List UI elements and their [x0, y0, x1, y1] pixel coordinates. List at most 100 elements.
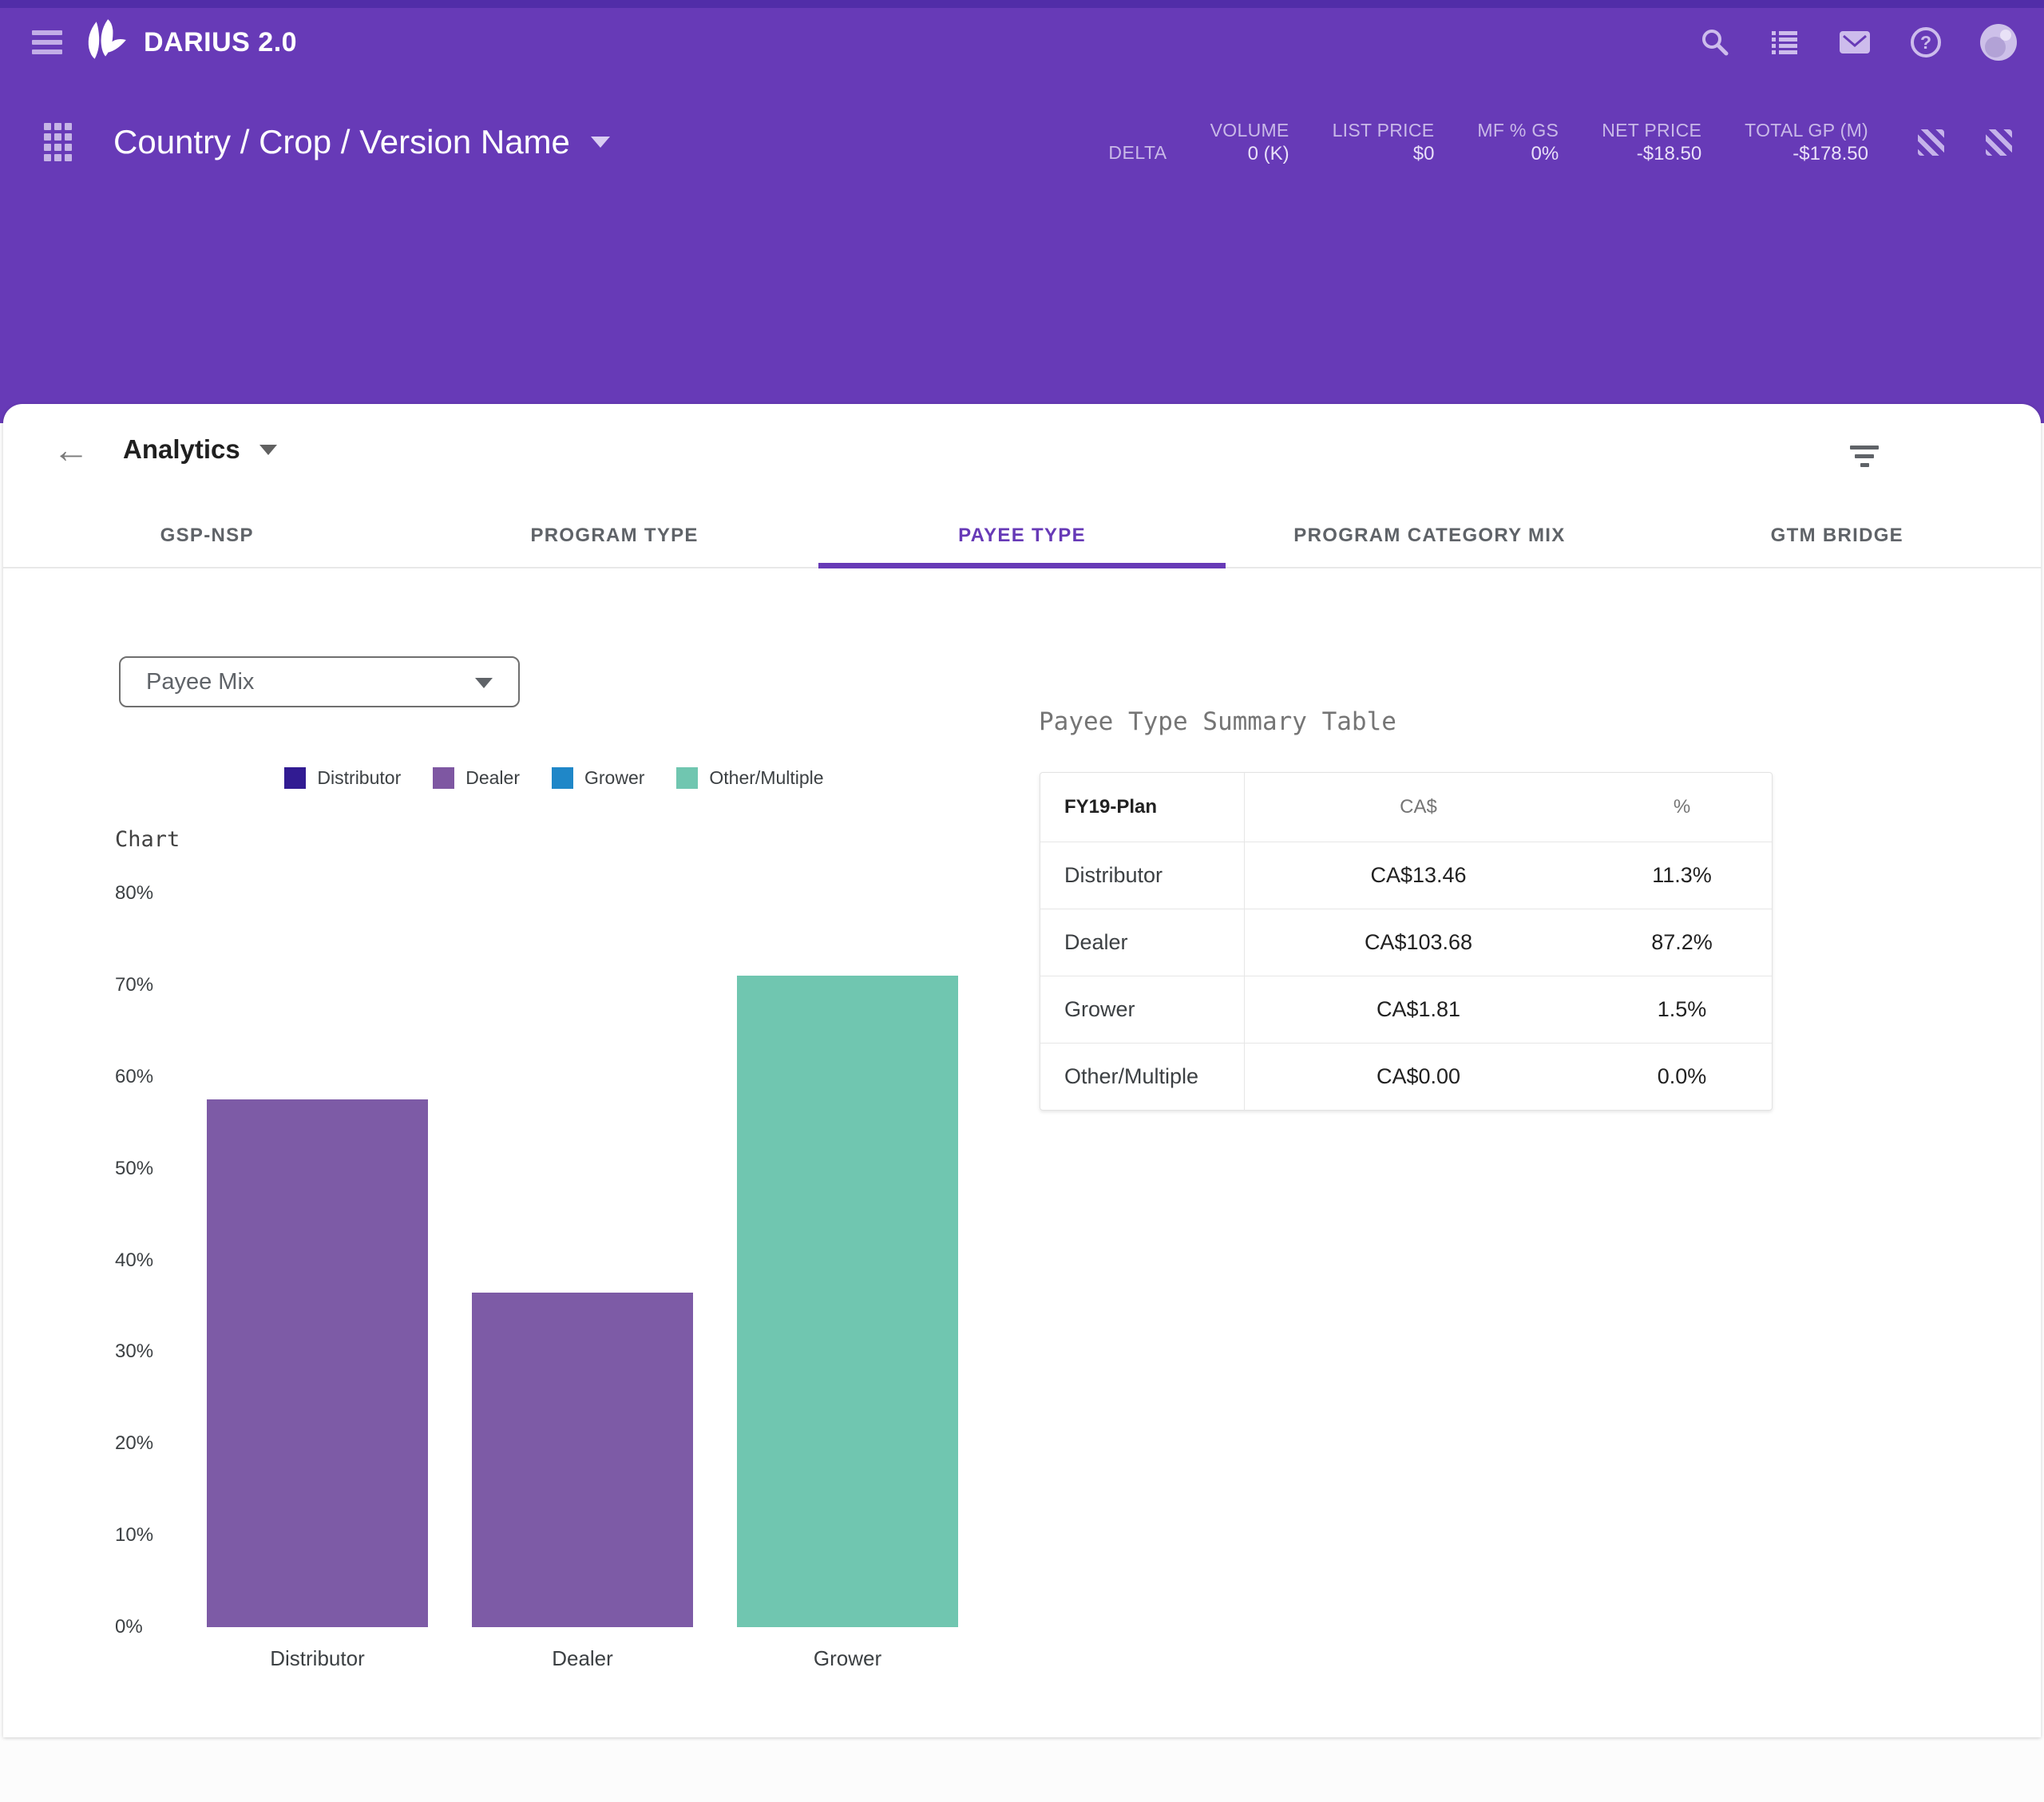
table-row: DealerCA$103.6887.2% — [1040, 909, 1772, 976]
grid-icon[interactable] — [44, 123, 72, 161]
analytics-header: ← Analytics — [53, 431, 277, 468]
stat-value: -$18.50 — [1602, 142, 1701, 166]
stats-block: DELTA VOLUME0 (K)LIST PRICE$0MF % GS0%NE… — [1108, 118, 1868, 166]
stat-label: TOTAL GP (M) — [1745, 118, 1868, 142]
app-header: DARIUS 2.0 ? — [0, 0, 2044, 423]
bar-chart: 0%10%20%30%40%50%60%70%80%DistributorDea… — [115, 893, 993, 1684]
stat-value: -$178.50 — [1745, 142, 1868, 166]
stat-label: VOLUME — [1210, 118, 1289, 142]
y-axis-tick: 70% — [115, 973, 179, 997]
stat-column: NET PRICE-$18.50 — [1602, 118, 1701, 166]
content-card: ← Analytics GSP-NSPPROGRAM TYPEPAYEE TYP… — [3, 404, 2041, 1737]
context-bar: Country / Crop / Version Name DELTA VOLU… — [0, 118, 2044, 166]
mail-icon[interactable] — [1838, 26, 1872, 58]
legend-swatch — [284, 767, 306, 789]
table-row: DistributorCA$13.4611.3% — [1040, 842, 1772, 909]
top-strip — [0, 0, 2044, 8]
legend-swatch — [676, 767, 698, 789]
x-axis-label: Distributor — [207, 1646, 428, 1671]
help-icon[interactable]: ? — [1909, 26, 1943, 59]
row-label: Distributor — [1040, 842, 1245, 909]
chevron-down-icon[interactable] — [259, 445, 277, 455]
view-select[interactable]: Payee Mix — [119, 656, 520, 707]
stat-label: LIST PRICE — [1333, 118, 1435, 142]
stat-value: 0 (K) — [1210, 142, 1289, 166]
row-label: Dealer — [1040, 909, 1245, 976]
stat-column: TOTAL GP (M)-$178.50 — [1745, 118, 1868, 166]
chart-bar-grower — [737, 976, 958, 1627]
stat-label: NET PRICE — [1602, 118, 1701, 142]
summary-table-title: Payee Type Summary Table — [1039, 707, 1396, 736]
list-icon[interactable] — [1769, 26, 1800, 58]
account-avatar[interactable] — [1980, 24, 2017, 61]
legend-item: Distributor — [284, 767, 401, 789]
stat-value: $0 — [1333, 142, 1435, 166]
legend-item: Dealer — [433, 767, 520, 789]
chart-legend: Distributor Dealer Grower Other/Multiple — [115, 767, 993, 789]
legend-swatch — [552, 767, 573, 789]
context-title[interactable]: Country / Crop / Version Name — [113, 123, 570, 161]
hatch-icon[interactable] — [1918, 129, 1944, 156]
tab-program-type[interactable]: PROGRAM TYPE — [410, 505, 818, 567]
legend-label: Other/Multiple — [709, 767, 823, 789]
table-row: Other/MultipleCA$0.000.0% — [1040, 1043, 1772, 1110]
stat-column: VOLUME0 (K) — [1210, 118, 1289, 166]
summary-table: FY19-Plan CA$ % DistributorCA$13.4611.3%… — [1040, 772, 1773, 1111]
view-select-value: Payee Mix — [146, 669, 254, 695]
row-label: Grower — [1040, 976, 1245, 1043]
row-pct-value: 87.2% — [1592, 909, 1772, 976]
search-icon[interactable] — [1699, 26, 1731, 58]
hatch-icons — [1918, 129, 2012, 156]
delta-label: DELTA — [1108, 142, 1167, 166]
stats-columns: VOLUME0 (K)LIST PRICE$0MF % GS0%NET PRIC… — [1210, 118, 1868, 166]
app-bar-actions: ? — [1699, 24, 2017, 61]
row-pct-value: 11.3% — [1592, 842, 1772, 909]
back-arrow-icon[interactable]: ← — [53, 431, 89, 468]
menu-icon[interactable] — [32, 30, 62, 54]
y-axis-tick: 60% — [115, 1065, 179, 1089]
table-header-row: FY19-Plan CA$ % — [1040, 773, 1772, 842]
row-ca-value: CA$13.46 — [1245, 842, 1592, 909]
y-axis-tick: 40% — [115, 1249, 179, 1273]
page-title[interactable]: Analytics — [123, 434, 240, 465]
tab-gtm-bridge[interactable]: GTM BRIDGE — [1634, 505, 2041, 567]
chart-bar-dealer — [472, 1293, 693, 1627]
y-axis-tick: 50% — [115, 1157, 179, 1181]
filter-icon[interactable] — [1849, 446, 1880, 467]
chevron-down-icon — [475, 678, 493, 688]
tab-program-category-mix[interactable]: PROGRAM CATEGORY MIX — [1226, 505, 1633, 567]
table-header-ca: CA$ — [1245, 773, 1592, 842]
legend-label: Distributor — [317, 767, 401, 789]
row-label: Other/Multiple — [1040, 1044, 1245, 1110]
row-pct-value: 0.0% — [1592, 1044, 1772, 1110]
chart-title: Chart — [115, 827, 180, 852]
y-axis-tick: 10% — [115, 1523, 179, 1547]
legend-item: Grower — [552, 767, 644, 789]
stat-column: LIST PRICE$0 — [1333, 118, 1435, 166]
legend-item: Other/Multiple — [676, 767, 823, 789]
row-ca-value: CA$103.68 — [1245, 909, 1592, 976]
y-axis-tick: 80% — [115, 881, 179, 905]
tab-gsp-nsp[interactable]: GSP-NSP — [3, 505, 410, 567]
table-header-plan: FY19-Plan — [1040, 773, 1245, 842]
legend-swatch — [433, 767, 454, 789]
hatch-icon[interactable] — [1986, 129, 2012, 156]
logo-leaves-icon — [80, 18, 129, 67]
chevron-down-icon[interactable] — [591, 137, 610, 148]
legend-label: Grower — [584, 767, 644, 789]
row-pct-value: 1.5% — [1592, 976, 1772, 1043]
chart-bar-distributor — [207, 1099, 428, 1627]
tab-payee-type[interactable]: PAYEE TYPE — [818, 505, 1226, 567]
tab-bar: GSP-NSPPROGRAM TYPEPAYEE TYPEPROGRAM CAT… — [3, 505, 2041, 568]
app-bar-row: DARIUS 2.0 ? — [0, 8, 2044, 77]
y-axis-tick: 30% — [115, 1340, 179, 1364]
y-axis-tick: 20% — [115, 1432, 179, 1455]
stat-value: 0% — [1477, 142, 1559, 166]
svg-text:?: ? — [1920, 32, 1931, 53]
table-body: DistributorCA$13.4611.3%DealerCA$103.688… — [1040, 842, 1772, 1110]
table-header-pct: % — [1592, 773, 1772, 842]
legend-label: Dealer — [465, 767, 520, 789]
y-axis-tick: 0% — [115, 1615, 179, 1639]
app-title: DARIUS 2.0 — [144, 27, 297, 58]
table-row: GrowerCA$1.811.5% — [1040, 976, 1772, 1043]
